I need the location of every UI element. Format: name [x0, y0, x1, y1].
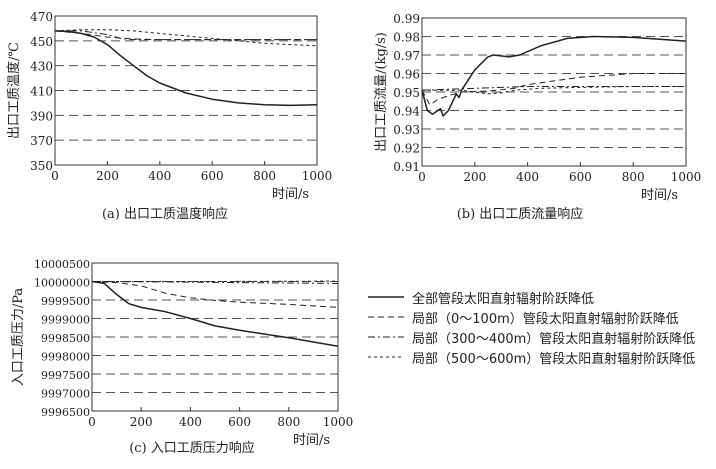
series-line-dashed	[91, 281, 339, 308]
y-tick-label: 0.97	[393, 49, 420, 63]
x-tick-label: 200	[130, 415, 153, 429]
x-tick-label: 400	[148, 169, 171, 183]
y-tick-label: 9999500	[41, 295, 90, 308]
plot-frame	[91, 262, 339, 412]
chart-caption: (a) 出口工质温度响应	[102, 206, 228, 222]
x-axis-label: 时间/s	[293, 433, 330, 448]
x-axis-label: 时间/s	[641, 188, 678, 203]
x-tick-label: 1000	[302, 169, 333, 183]
y-tick-label: 9998500	[41, 332, 90, 345]
legend-item-300-400: 局部（300～400m）管段太阳直射辐射阶跃降低	[368, 327, 695, 347]
x-axis-label: 时间/s	[272, 187, 309, 202]
series-line-dashed	[54, 30, 317, 41]
legend-label: 局部（300～400m）管段太阳直射辐射阶跃降低	[412, 331, 696, 347]
legend-item-0-100: 局部（0～100m）管段太阳直射辐射阶跃降低	[368, 307, 695, 327]
y-tick-label: 410	[30, 85, 53, 99]
x-tick-label: 800	[622, 170, 645, 184]
y-axis-label: 出口工质流量/(kg/s)	[374, 32, 389, 152]
series-line-dotted	[422, 86, 686, 95]
y-tick-label: 0.95	[393, 86, 420, 100]
x-tick-label: 1000	[671, 170, 702, 184]
legend-label: 局部（500～600m）管段太阳直射辐射阶跃降低	[412, 351, 696, 367]
legend-swatch-dotted	[368, 356, 404, 358]
x-tick-label: 200	[96, 169, 119, 183]
y-tick-label: 430	[30, 60, 53, 74]
legend-label: 局部（0～100m）管段太阳直射辐射阶跃降低	[412, 311, 679, 327]
y-tick-label: 350	[30, 159, 53, 173]
x-tick-label: 800	[277, 415, 300, 429]
x-tick-label: 0	[51, 169, 59, 183]
y-tick-label: 450	[30, 35, 53, 49]
y-tick-label: 0.92	[393, 142, 420, 156]
y-tick-label: 470	[30, 10, 53, 24]
plot-frame	[421, 17, 687, 167]
y-tick-label: 390	[30, 109, 53, 123]
y-tick-label: 370	[30, 134, 53, 148]
y-axis-label: 入口工质压力/Pa	[11, 288, 26, 387]
y-tick-label: 0.99	[393, 12, 420, 26]
series-line-solid	[91, 280, 339, 348]
legend-swatch-dashdot	[368, 336, 404, 338]
series-line-solid	[54, 30, 318, 107]
x-tick-label: 400	[179, 415, 202, 429]
chart-caption: (b) 出口工质流量响应	[457, 206, 584, 222]
series-line-dashed	[421, 73, 686, 106]
series-line-dotted	[54, 29, 318, 47]
x-tick-label: 200	[463, 170, 486, 184]
legend-item-500-600: 局部（500～600m）管段太阳直射辐射阶跃降低	[368, 347, 695, 367]
legend-swatch-dashed	[368, 316, 404, 318]
y-tick-label: 9999000	[41, 314, 90, 327]
y-tick-label: 0.91	[393, 160, 420, 174]
y-tick-label: 0.94	[393, 105, 420, 119]
x-tick-label: 0	[418, 170, 426, 184]
x-tick-label: 1000	[323, 415, 354, 429]
x-tick-label: 600	[569, 170, 592, 184]
x-tick-label: 400	[516, 170, 539, 184]
series-line-dashdot	[55, 30, 317, 41]
y-tick-label: 9998000	[41, 351, 90, 364]
y-tick-label: 0.96	[393, 68, 420, 82]
y-tick-label: 0.98	[393, 31, 420, 45]
y-tick-label: 9997000	[41, 388, 90, 401]
y-axis-label: 出口工质温度/℃	[6, 42, 22, 139]
y-tick-label: 9996500	[41, 406, 90, 419]
legend-item-all: 全部管段太阳直射辐射阶跃降低	[368, 287, 695, 307]
x-tick-label: 600	[228, 415, 251, 429]
y-tick-label: 10000500	[34, 258, 90, 271]
plot-frame	[54, 15, 318, 166]
x-tick-label: 800	[253, 169, 276, 183]
legend-label: 全部管段太阳直射辐射阶跃降低	[412, 291, 595, 307]
x-tick-label: 600	[201, 169, 224, 183]
legend: 全部管段太阳直射辐射阶跃降低 局部（0～100m）管段太阳直射辐射阶跃降低 局部…	[368, 287, 695, 367]
legend-swatch-solid	[368, 296, 404, 298]
x-tick-label: 0	[88, 415, 96, 429]
series-line-dashdot	[421, 86, 686, 91]
series-line-solid	[421, 35, 687, 117]
chart-caption: (c) 入口工质压力响应	[129, 440, 255, 456]
y-tick-label: 9997500	[41, 369, 90, 382]
y-tick-label: 0.93	[393, 123, 420, 137]
y-tick-label: 10000000	[34, 277, 90, 290]
